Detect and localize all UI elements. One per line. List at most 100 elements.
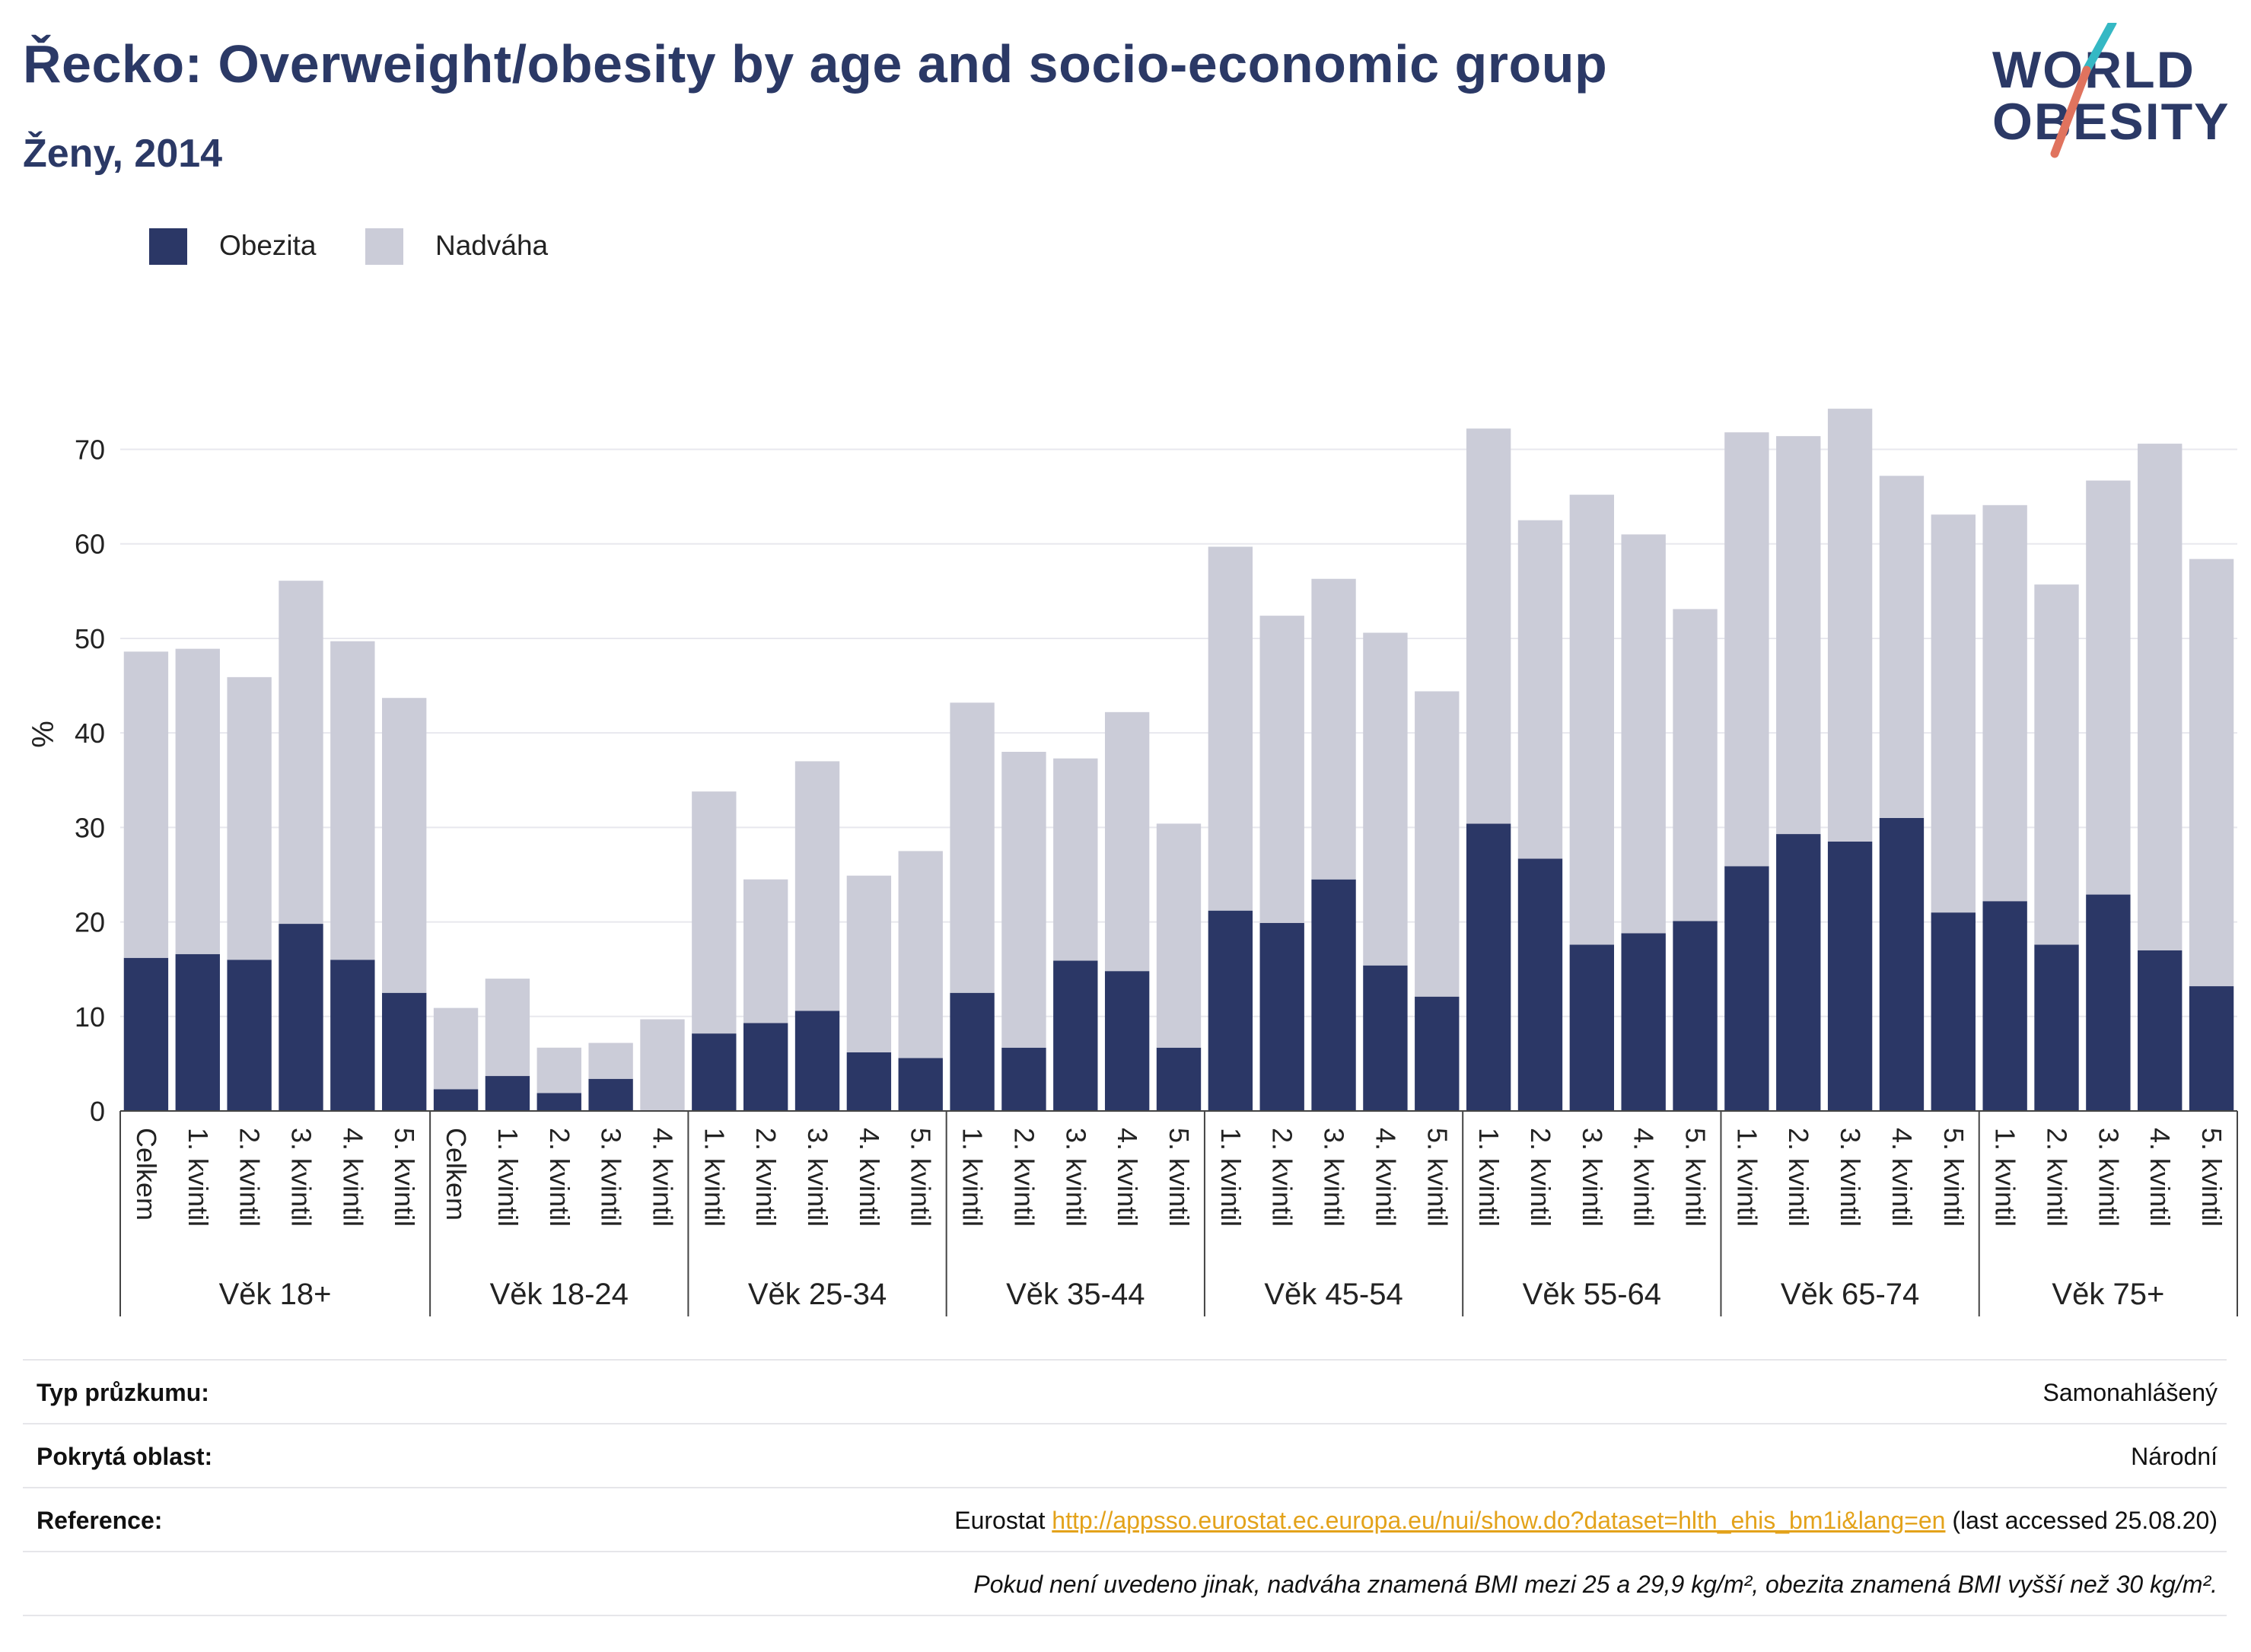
category-label: 3. kvintil bbox=[2093, 1128, 2124, 1227]
bar-nadvaha bbox=[898, 851, 943, 1058]
bar-nadvaha bbox=[1879, 476, 1925, 818]
legend-swatch-obezita bbox=[149, 228, 187, 265]
bar-obezita bbox=[846, 1052, 892, 1111]
bar-nadvaha bbox=[2189, 559, 2234, 987]
info-row-reference: Reference: Eurostat http://appsso.eurost… bbox=[23, 1487, 2227, 1551]
category-label: 5. kvintil bbox=[1164, 1128, 1195, 1227]
bar-nadvaha bbox=[1673, 609, 1718, 921]
bar-obezita bbox=[743, 1023, 788, 1111]
category-label: 4. kvintil bbox=[647, 1128, 678, 1227]
bar-nadvaha bbox=[123, 651, 169, 958]
category-label: 3. kvintil bbox=[596, 1128, 627, 1227]
bar-obezita bbox=[1053, 960, 1098, 1111]
bar-nadvaha bbox=[485, 979, 530, 1077]
category-label: 1. kvintil bbox=[1215, 1128, 1246, 1227]
category-label: 1. kvintil bbox=[699, 1128, 730, 1227]
bar-obezita bbox=[1776, 834, 1821, 1111]
bar-nadvaha bbox=[175, 648, 220, 954]
bar-nadvaha bbox=[227, 676, 272, 960]
bar-nadvaha bbox=[1053, 758, 1098, 961]
reference-link[interactable]: http://appsso.eurostat.ec.europa.eu/nui/… bbox=[1052, 1507, 1946, 1534]
category-label: 5. kvintil bbox=[2196, 1128, 2227, 1227]
bar-nadvaha bbox=[794, 761, 840, 1011]
bar-nadvaha bbox=[1104, 711, 1150, 972]
y-tick-label: 30 bbox=[75, 812, 105, 843]
category-label: 2. kvintil bbox=[750, 1128, 782, 1227]
bar-obezita bbox=[1311, 879, 1356, 1111]
legend-swatch-nadvaha bbox=[365, 228, 403, 265]
bar-obezita bbox=[1466, 823, 1511, 1111]
y-tick-label: 60 bbox=[75, 529, 105, 560]
bar-nadvaha bbox=[1776, 436, 1821, 835]
bar-obezita bbox=[433, 1089, 479, 1111]
bar-obezita bbox=[1982, 901, 2027, 1111]
category-label: 2. kvintil bbox=[234, 1128, 266, 1227]
bar-obezita bbox=[898, 1058, 943, 1111]
category-label: Celkem bbox=[131, 1128, 162, 1221]
info-row-coverage: Pokrytá oblast: Národní bbox=[23, 1423, 2227, 1487]
info-row-survey-type: Typ průzkumu: Samonahlášený bbox=[23, 1359, 2227, 1423]
bar-nadvaha bbox=[950, 702, 995, 993]
stacked-bar-chart: 0 10 20 30 40 50 60 70% Celkem 1. kvintil 2. kvint… bbox=[27, 409, 2238, 1316]
bar-nadvaha bbox=[1259, 616, 1304, 923]
y-tick-label: 70 bbox=[75, 434, 105, 466]
bar-obezita bbox=[1104, 971, 1150, 1111]
category-label: 2. kvintil bbox=[1008, 1128, 1040, 1227]
bar-nadvaha bbox=[330, 641, 375, 960]
category-label: 3. kvintil bbox=[1060, 1128, 1091, 1227]
bar-obezita bbox=[485, 1076, 530, 1111]
category-label: 3. kvintil bbox=[802, 1128, 833, 1227]
category-label: 2. kvintil bbox=[2042, 1128, 2073, 1227]
bar-nadvaha bbox=[1517, 520, 1563, 859]
bar-nadvaha bbox=[1724, 432, 1769, 867]
bar-obezita bbox=[1621, 933, 1666, 1111]
bar-nadvaha bbox=[433, 1007, 479, 1090]
coverage-label: Pokrytá oblast: bbox=[37, 1443, 213, 1470]
legend-label-obezita: Obezita bbox=[219, 230, 317, 261]
bar-nadvaha bbox=[1621, 534, 1666, 934]
group-label: Věk 45-54 bbox=[1264, 1278, 1402, 1311]
y-tick-label: 50 bbox=[75, 623, 105, 654]
group-label: Věk 75+ bbox=[2052, 1278, 2164, 1311]
reference-prefix: Eurostat bbox=[954, 1507, 1046, 1534]
bar-nadvaha bbox=[1827, 409, 1873, 842]
category-label: 3. kvintil bbox=[285, 1128, 317, 1227]
bar-nadvaha bbox=[1982, 505, 2027, 902]
bar-nadvaha bbox=[536, 1047, 581, 1093]
bar-nadvaha bbox=[1311, 578, 1356, 880]
category-label: 4. kvintil bbox=[2144, 1128, 2176, 1227]
category-label: 3. kvintil bbox=[1577, 1128, 1608, 1227]
bar-nadvaha bbox=[2086, 480, 2131, 895]
bar-nadvaha bbox=[1931, 514, 1976, 913]
bar-obezita bbox=[330, 960, 375, 1111]
bar-nadvaha bbox=[279, 581, 323, 925]
bar-nadvaha bbox=[1001, 752, 1046, 1048]
bar-obezita bbox=[1156, 1047, 1202, 1111]
group-label: Věk 18+ bbox=[219, 1278, 332, 1311]
category-label: 2. kvintil bbox=[1783, 1128, 1814, 1227]
bar-obezita bbox=[2189, 986, 2234, 1111]
bar-obezita bbox=[2034, 944, 2079, 1111]
reference-label: Reference: bbox=[37, 1507, 163, 1534]
bar-obezita bbox=[692, 1033, 737, 1111]
bar-obezita bbox=[1931, 912, 1976, 1111]
bar-obezita bbox=[279, 924, 323, 1111]
bar-nadvaha bbox=[743, 879, 788, 1023]
logo-slash-icon bbox=[2050, 23, 2117, 158]
y-tick-label: 40 bbox=[75, 718, 105, 749]
bar-obezita bbox=[1001, 1047, 1046, 1111]
group-label: Věk 55-64 bbox=[1523, 1278, 1661, 1311]
survey-type-value: Samonahlášený bbox=[2042, 1379, 2218, 1406]
bar-obezita bbox=[175, 953, 220, 1111]
y-axis-label: % bbox=[27, 721, 60, 748]
chart-title: Řecko: Overweight/obesity by age and soc… bbox=[23, 34, 1608, 94]
y-tick-label: 20 bbox=[75, 907, 105, 938]
bar-obezita bbox=[2138, 950, 2183, 1111]
category-label: 3. kvintil bbox=[1319, 1128, 1350, 1227]
bar-nadvaha bbox=[1466, 428, 1511, 824]
category-label: 1. kvintil bbox=[957, 1128, 989, 1227]
reference-value: Eurostat http://appsso.eurostat.ec.europ… bbox=[954, 1507, 2218, 1535]
bar-obezita bbox=[123, 957, 169, 1111]
category-label: 5. kvintil bbox=[1422, 1128, 1453, 1227]
y-tick-label: 10 bbox=[75, 1001, 105, 1033]
